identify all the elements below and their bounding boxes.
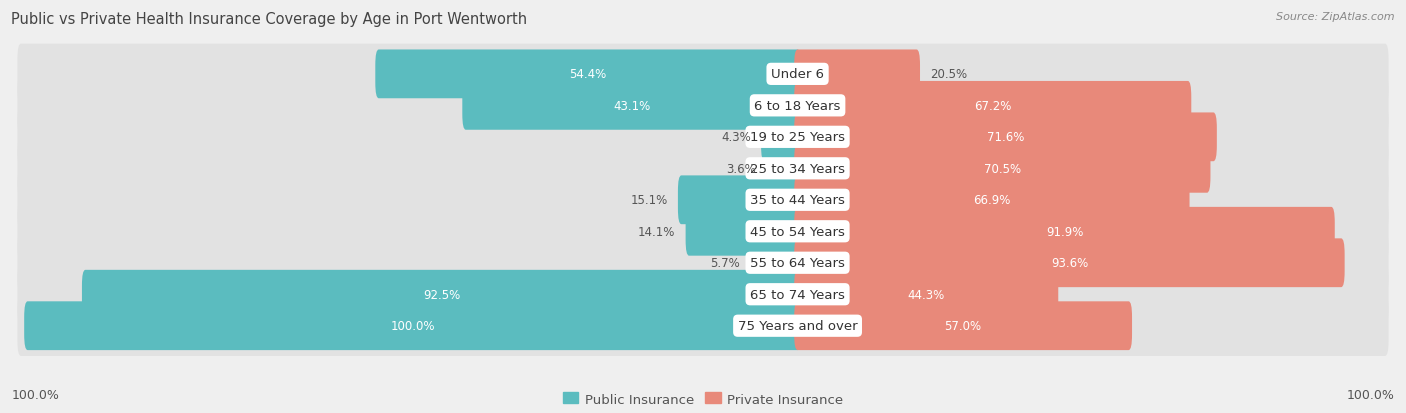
FancyBboxPatch shape <box>17 76 1389 136</box>
Text: 67.2%: 67.2% <box>974 100 1011 113</box>
Text: 54.4%: 54.4% <box>569 68 607 81</box>
FancyBboxPatch shape <box>761 113 801 162</box>
FancyBboxPatch shape <box>17 202 1389 262</box>
Legend: Public Insurance, Private Insurance: Public Insurance, Private Insurance <box>557 387 849 411</box>
FancyBboxPatch shape <box>794 82 1191 131</box>
Text: 70.5%: 70.5% <box>984 162 1021 176</box>
Text: 6 to 18 Years: 6 to 18 Years <box>755 100 841 113</box>
Text: 100.0%: 100.0% <box>391 319 434 332</box>
Text: Public vs Private Health Insurance Coverage by Age in Port Wentworth: Public vs Private Health Insurance Cover… <box>11 12 527 27</box>
Text: 100.0%: 100.0% <box>1347 388 1395 401</box>
Text: 15.1%: 15.1% <box>630 194 668 207</box>
Text: 19 to 25 Years: 19 to 25 Years <box>749 131 845 144</box>
Text: 43.1%: 43.1% <box>613 100 650 113</box>
Text: 65 to 74 Years: 65 to 74 Years <box>751 288 845 301</box>
Text: 66.9%: 66.9% <box>973 194 1011 207</box>
Text: 55 to 64 Years: 55 to 64 Years <box>751 256 845 270</box>
Text: 100.0%: 100.0% <box>11 388 59 401</box>
FancyBboxPatch shape <box>375 50 801 99</box>
FancyBboxPatch shape <box>17 45 1389 105</box>
FancyBboxPatch shape <box>686 207 801 256</box>
FancyBboxPatch shape <box>794 50 920 99</box>
FancyBboxPatch shape <box>794 270 1059 319</box>
FancyBboxPatch shape <box>794 239 1344 287</box>
FancyBboxPatch shape <box>17 264 1389 325</box>
FancyBboxPatch shape <box>24 301 801 350</box>
FancyBboxPatch shape <box>766 145 801 193</box>
FancyBboxPatch shape <box>794 301 1132 350</box>
Text: 93.6%: 93.6% <box>1050 256 1088 270</box>
Text: 57.0%: 57.0% <box>945 319 981 332</box>
FancyBboxPatch shape <box>794 176 1189 225</box>
Text: 91.9%: 91.9% <box>1046 225 1083 238</box>
FancyBboxPatch shape <box>678 176 801 225</box>
FancyBboxPatch shape <box>463 82 801 131</box>
FancyBboxPatch shape <box>794 145 1211 193</box>
Text: 20.5%: 20.5% <box>931 68 967 81</box>
Text: Source: ZipAtlas.com: Source: ZipAtlas.com <box>1277 12 1395 22</box>
Text: 5.7%: 5.7% <box>710 256 740 270</box>
FancyBboxPatch shape <box>17 139 1389 199</box>
FancyBboxPatch shape <box>17 296 1389 356</box>
Text: 14.1%: 14.1% <box>638 225 675 238</box>
Text: 44.3%: 44.3% <box>908 288 945 301</box>
Text: 75 Years and over: 75 Years and over <box>738 319 858 332</box>
Text: 25 to 34 Years: 25 to 34 Years <box>749 162 845 176</box>
Text: 35 to 44 Years: 35 to 44 Years <box>751 194 845 207</box>
FancyBboxPatch shape <box>17 170 1389 230</box>
Text: 45 to 54 Years: 45 to 54 Years <box>751 225 845 238</box>
FancyBboxPatch shape <box>82 270 801 319</box>
FancyBboxPatch shape <box>794 207 1334 256</box>
Text: 3.6%: 3.6% <box>727 162 756 176</box>
Text: 92.5%: 92.5% <box>423 288 460 301</box>
FancyBboxPatch shape <box>794 113 1216 162</box>
Text: 71.6%: 71.6% <box>987 131 1024 144</box>
FancyBboxPatch shape <box>751 239 801 287</box>
Text: 4.3%: 4.3% <box>721 131 751 144</box>
Text: Under 6: Under 6 <box>770 68 824 81</box>
FancyBboxPatch shape <box>17 233 1389 293</box>
FancyBboxPatch shape <box>17 107 1389 168</box>
